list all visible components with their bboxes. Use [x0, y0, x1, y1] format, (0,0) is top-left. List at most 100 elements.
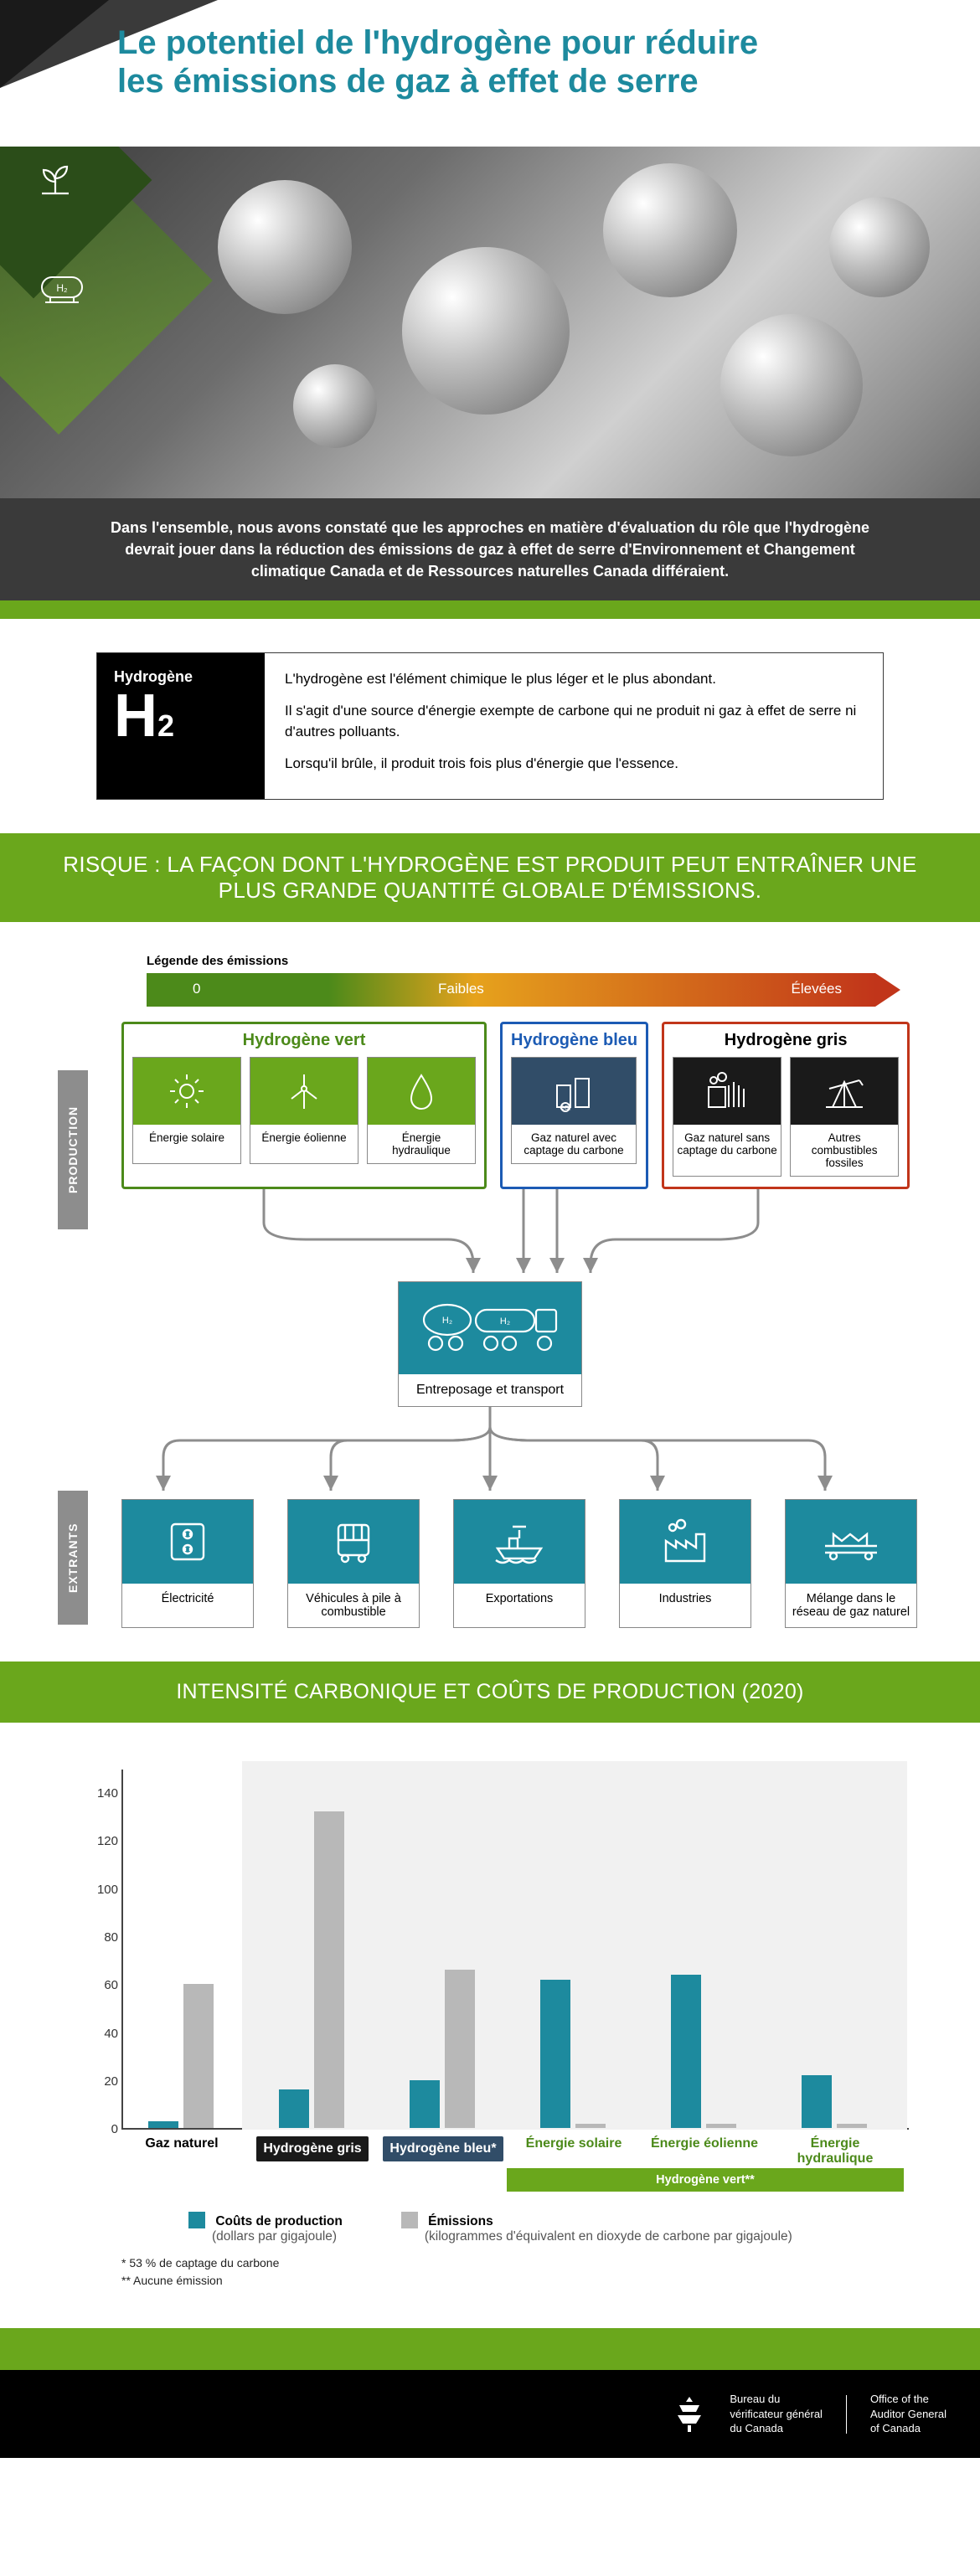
y-tick: 0 — [88, 2122, 118, 2136]
sprout-icon — [39, 162, 72, 203]
extrant-label: Électricité — [122, 1584, 253, 1614]
footer-en1: Office of the — [870, 2392, 946, 2407]
title-line1: Le potentiel de l'hydrogène pour réduire — [117, 23, 758, 62]
truck-icon: H₂ H₂ — [399, 1282, 581, 1374]
grey-item-1-label: Gaz naturel sans captage du carbone — [673, 1125, 781, 1163]
page-title: Le potentiel de l'hydrogène pour réduire… — [117, 23, 758, 100]
green-wind-label: Énergie éolienne — [250, 1125, 358, 1151]
green-hydrogen-strip: Hydrogène vert** — [507, 2168, 904, 2192]
footer-en: Office of the Auditor General of Canada — [870, 2392, 946, 2436]
y-tick: 100 — [88, 1883, 118, 1897]
arrows-to-storage — [88, 1189, 892, 1281]
bar-emissions — [575, 2124, 606, 2129]
bar-cost — [148, 2121, 178, 2129]
footer-fr2: vérificateur général — [730, 2407, 823, 2422]
blue-item-label: Gaz naturel avec captage du carbone — [512, 1125, 636, 1163]
svg-text:H₂: H₂ — [442, 1316, 452, 1326]
h2-sub: 2 — [157, 708, 174, 743]
x-label: Énergie solaire — [511, 2136, 637, 2151]
footer-en3: of Canada — [870, 2421, 946, 2436]
svg-text:H₂: H₂ — [56, 282, 68, 294]
blue-title: Hydrogène bleu — [511, 1031, 637, 1050]
green-strip — [0, 600, 980, 619]
extrant-industries: Industries — [619, 1499, 751, 1628]
extrant-electricity: Électricité — [121, 1499, 254, 1628]
footnote: ** Aucune émission — [121, 2272, 909, 2290]
svg-text:CO₂: CO₂ — [560, 1105, 571, 1111]
reports-tag: Rapports 2022 — [7, 130, 95, 145]
extrant-label: Industries — [620, 1584, 750, 1614]
header-ribbon: Le potentiel de l'hydrogène pour réduire… — [0, 0, 980, 88]
y-tick: 20 — [88, 2074, 118, 2089]
chart-container: 020406080100120140Gaz naturelHydrogène g… — [54, 1744, 926, 2298]
bar-cost — [671, 1975, 701, 2128]
footer-green-strip — [0, 2328, 980, 2370]
footer-fr3: du Canada — [730, 2421, 823, 2436]
green-hydro-label: Énergie hydraulique — [368, 1125, 475, 1163]
storage-label: Entreposage et transport — [399, 1374, 581, 1406]
gas-capture-icon: CO₂ — [512, 1058, 636, 1125]
extrant-label: Mélange dans le réseau de gaz naturel — [786, 1584, 916, 1627]
y-tick: 140 — [88, 1786, 118, 1801]
green-title: Hydrogène vert — [132, 1031, 476, 1050]
page: Le potentiel de l'hydrogène pour réduire… — [0, 0, 980, 2458]
risk-banner: RISQUE : LA FAÇON DONT L'HYDROGÈNE EST P… — [0, 833, 980, 922]
h2-line: Lorsqu'il brûle, il produit trois fois p… — [285, 753, 863, 775]
extrant-vehicles: Véhicules à pile à combustible — [287, 1499, 420, 1628]
h2-symbol-box: Hydrogène H2 — [97, 653, 265, 799]
extrants-side-label: EXTRANTS — [58, 1491, 88, 1625]
legend-title: Légende des émissions — [147, 954, 892, 968]
outlet-icon — [122, 1500, 253, 1584]
y-tick: 60 — [88, 1978, 118, 1992]
green-wind: Énergie éolienne — [250, 1057, 358, 1164]
production-side-label: PRODUCTION — [58, 1070, 88, 1229]
green-solar-label: Énergie solaire — [133, 1125, 240, 1151]
bar-emissions — [314, 1811, 344, 2128]
emissions-legend: Légende des émissions 0 Faibles Élevées — [88, 954, 892, 1007]
blue-item: CO₂ Gaz naturel avec captage du carbone — [511, 1057, 637, 1164]
sun-icon — [133, 1058, 240, 1125]
legend-low: Faibles — [438, 981, 484, 997]
canada-arms-icon — [673, 2395, 706, 2434]
em-swatch — [401, 2212, 418, 2228]
bus-icon — [288, 1500, 419, 1584]
ship-icon — [454, 1500, 585, 1584]
footer-en2: Auditor General — [870, 2407, 946, 2422]
extrants-row: Électricité Véhicules à pile à combustib… — [121, 1499, 917, 1628]
hydrogen-tank-icon: H₂ — [39, 270, 85, 312]
bar-cost — [540, 1980, 570, 2129]
chart-footnotes: * 53 % de captage du carbone ** Aucune é… — [121, 2254, 909, 2290]
green-hydro: Énergie hydraulique — [367, 1057, 476, 1164]
production-grey-box: Hydrogène gris Gaz naturel sans captage … — [662, 1022, 910, 1189]
arrows-to-extrants — [71, 1407, 909, 1499]
bar-cost — [802, 2075, 832, 2128]
storage-box: H₂ H₂ Entreposage et transport — [398, 1281, 582, 1407]
plot-area — [123, 1770, 909, 2128]
pipeline-icon — [786, 1500, 916, 1584]
grey-title: Hydrogène gris — [673, 1031, 899, 1050]
legend-cost: Coûts de production (dollars par gigajou… — [188, 2212, 343, 2244]
cost-swatch — [188, 2212, 205, 2228]
legend-em-sub: (kilogrammes d'équivalent en dioxyde de … — [425, 2229, 792, 2244]
bar-emissions — [706, 2124, 736, 2129]
legend-high: Élevées — [792, 981, 842, 997]
y-tick: 120 — [88, 1834, 118, 1848]
bar-emissions — [445, 1970, 475, 2128]
footer-separator — [846, 2395, 847, 2434]
wind-turbine-icon — [250, 1058, 358, 1125]
x-label: Énergie éolienne — [642, 2136, 767, 2151]
hydrogen-definition-box: Hydrogène H2 L'hydrogène est l'élément c… — [96, 652, 884, 800]
green-solar: Énergie solaire — [132, 1057, 241, 1164]
chart-legend: Coûts de production (dollars par gigajou… — [188, 2212, 909, 2244]
y-tick: 40 — [88, 2027, 118, 2041]
flow-diagram: PRODUCTION EXTRANTS Hydrogène vert Énerg… — [63, 1022, 917, 1662]
h2-line: L'hydrogène est l'élément chimique le pl… — [285, 668, 863, 690]
bar-emissions — [837, 2124, 867, 2129]
y-tick: 80 — [88, 1930, 118, 1945]
extrant-label: Exportations — [454, 1584, 585, 1614]
oil-pump-icon — [791, 1058, 898, 1125]
h2-line: Il s'agit d'une source d'énergie exempte… — [285, 700, 863, 743]
footer-fr: Bureau du vérificateur général du Canada — [730, 2392, 823, 2436]
hero-caption: Dans l'ensemble, nous avons constaté que… — [0, 498, 980, 600]
ribbon-triangle-dark — [0, 0, 109, 88]
